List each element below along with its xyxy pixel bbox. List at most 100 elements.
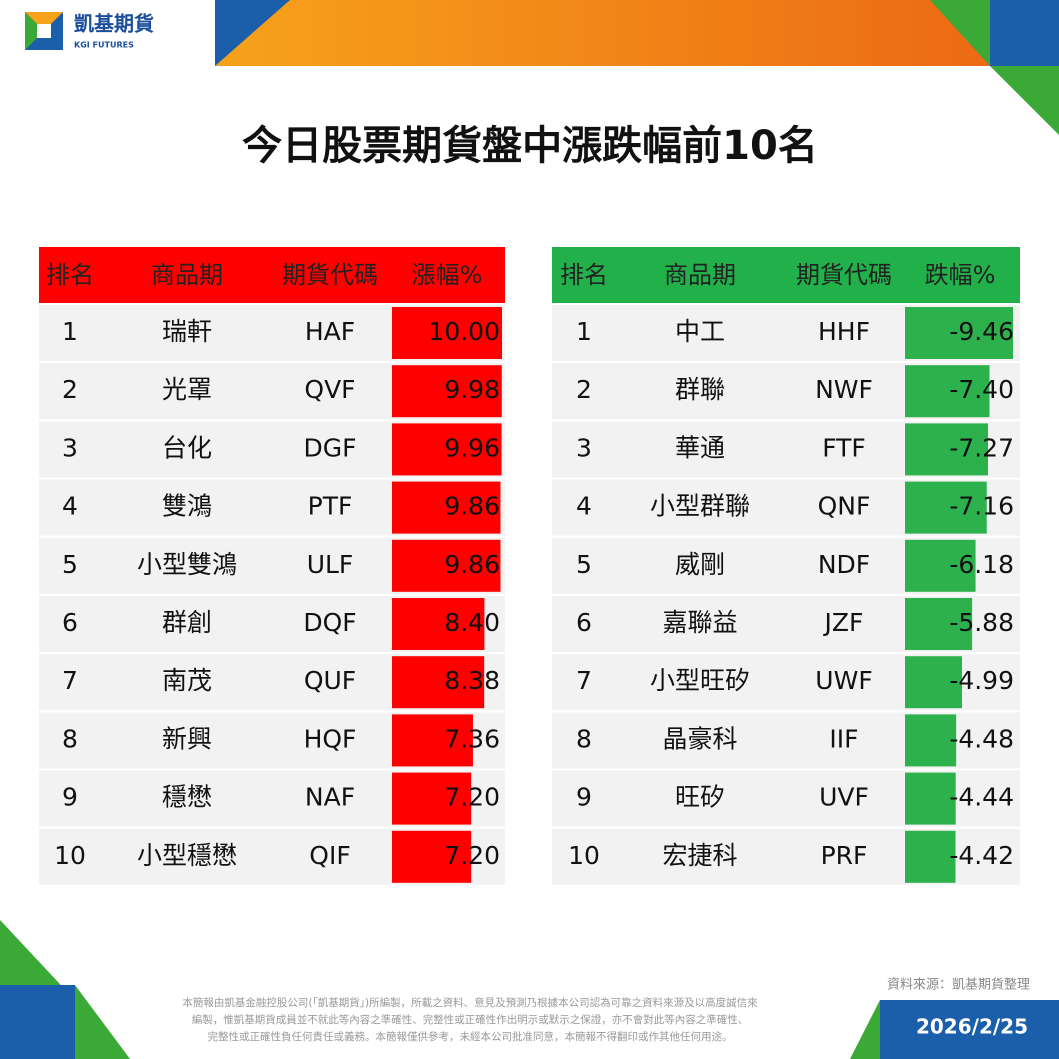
value: -7.16 [949, 492, 1014, 521]
header-deco [930, 0, 990, 66]
value: 9.86 [444, 550, 500, 579]
value: 7.36 [444, 724, 500, 753]
column-header: 期貨代碼 [796, 261, 892, 289]
product: 小型穩懋 [137, 841, 237, 870]
value: 8.40 [444, 608, 500, 637]
value-bar [905, 714, 957, 767]
value: 10.00 [428, 317, 500, 346]
code: QUF [304, 666, 356, 695]
column-header: 排名 [46, 261, 94, 289]
logo [25, 12, 44, 50]
code: UWF [815, 666, 872, 695]
header-deco [215, 0, 290, 66]
value: 9.86 [444, 492, 500, 521]
logo [25, 12, 63, 31]
code: PTF [308, 492, 353, 521]
rank: 3 [576, 433, 592, 462]
rank: 1 [62, 317, 78, 346]
code: PRF [821, 841, 868, 870]
rank: 1 [576, 317, 592, 346]
value: -4.42 [949, 841, 1014, 870]
brand: 凱基期貨 [74, 12, 154, 36]
value-bar [392, 598, 485, 650]
rank: 7 [576, 666, 592, 695]
product: 台化 [162, 433, 212, 462]
footer-deco [75, 985, 130, 1059]
footer-deco [880, 1000, 1059, 1059]
code: NAF [305, 783, 355, 812]
rank: 4 [576, 492, 592, 521]
value: -7.27 [949, 433, 1014, 462]
source: 資料來源：凱基期貨整理 [887, 977, 1030, 993]
column-header: 跌幅% [925, 261, 996, 289]
product: 威剛 [675, 550, 725, 579]
value: 8.38 [444, 666, 500, 695]
product: 小型群聯 [650, 492, 750, 521]
footer-deco [850, 1000, 880, 1059]
rank: 3 [62, 433, 78, 462]
code: IIF [829, 724, 858, 753]
value: 9.98 [444, 375, 500, 404]
product: 華通 [675, 433, 725, 462]
rank: 6 [576, 608, 592, 637]
title: 今日股票期貨盤中漲跌幅前10名 [242, 123, 818, 169]
code: JZF [823, 608, 864, 637]
rank: 5 [576, 550, 592, 579]
code: NDF [818, 550, 870, 579]
rank: 8 [62, 724, 78, 753]
value-bar [392, 539, 501, 592]
value-bar [905, 423, 988, 476]
value-bar [392, 772, 472, 825]
product: 新興 [162, 724, 212, 753]
value: -5.88 [949, 608, 1014, 637]
product: 光罩 [162, 375, 212, 404]
product: 雙鴻 [162, 492, 212, 521]
disclaimer: 完整性或正確性負任何責任或義務。本簡報僅供參考，未經本公司批准同意，本簡報不得翻… [208, 1030, 733, 1043]
value-bar [392, 656, 485, 709]
table-header [552, 247, 1020, 303]
product: 晶豪科 [662, 724, 737, 753]
value-bar [905, 598, 973, 650]
rank: 4 [62, 492, 78, 521]
column-header: 商品期 [151, 261, 223, 289]
header-band [215, 0, 990, 66]
rank: 10 [54, 841, 86, 870]
value: 7.20 [444, 783, 500, 812]
column-header: 商品期 [664, 261, 736, 289]
rank: 2 [62, 375, 78, 404]
product: 群聯 [675, 375, 725, 404]
value-bar [392, 365, 502, 418]
table-header [39, 247, 505, 303]
logo [37, 24, 51, 38]
product: 旺矽 [675, 783, 725, 812]
product: 宏捷科 [662, 841, 737, 870]
rank: 6 [62, 608, 78, 637]
value-bar [905, 365, 990, 418]
rank: 9 [62, 783, 78, 812]
code: ULF [307, 550, 354, 579]
product: 小型旺矽 [650, 666, 750, 695]
code: QNF [818, 492, 871, 521]
product: 中工 [675, 317, 725, 346]
rank: 5 [62, 550, 78, 579]
code: UVF [819, 783, 869, 812]
product: 小型雙鴻 [137, 550, 237, 579]
value: 9.96 [444, 433, 500, 462]
product: 瑞軒 [162, 317, 212, 346]
code: DGF [303, 433, 356, 462]
footer-deco [0, 985, 75, 1059]
disclaimer: 本簡報由凱基金融控股公司(「凱基期貨」)所編製，所載之資料、意見及預測乃根據本公… [182, 996, 758, 1009]
code: FTF [822, 433, 866, 462]
value-bar [905, 656, 962, 709]
rank: 7 [62, 666, 78, 695]
value: -4.48 [949, 724, 1014, 753]
value-bar [905, 307, 1013, 359]
value-bar [392, 481, 501, 534]
code: HQF [304, 724, 357, 753]
value: -4.44 [949, 783, 1014, 812]
value-bar [392, 714, 473, 767]
code: HAF [305, 317, 355, 346]
value: 7.20 [444, 841, 500, 870]
value-bar [905, 772, 956, 825]
